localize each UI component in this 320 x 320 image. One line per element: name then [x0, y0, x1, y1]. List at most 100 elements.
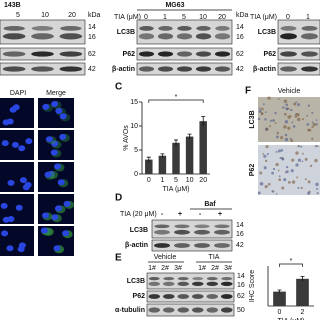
stain [295, 112, 298, 116]
kda-marker: 16 [88, 34, 96, 41]
stain [297, 186, 300, 189]
nucleus [25, 138, 33, 145]
stain [295, 151, 299, 155]
band [31, 33, 54, 40]
error-bar [300, 276, 305, 282]
protein-label: α-tubulin [115, 307, 145, 314]
y-tick-label: 0 [134, 171, 138, 178]
band [194, 229, 210, 235]
significance-bracket [279, 263, 303, 267]
band [195, 33, 212, 40]
bar [185, 136, 194, 174]
stain [315, 182, 319, 187]
x-tick-label: 1 [160, 177, 164, 184]
band [214, 243, 230, 248]
x-tick-label: 0 [147, 177, 151, 184]
stain [277, 149, 281, 153]
stain [291, 180, 296, 184]
nucleus [53, 245, 61, 252]
band [163, 277, 175, 281]
band [301, 33, 318, 40]
row-label: P62 [249, 164, 256, 177]
nucleus [63, 200, 71, 207]
stain [290, 139, 294, 143]
kda-marker: 42 [236, 242, 244, 249]
blot [0, 19, 86, 45]
stain [287, 181, 291, 184]
error-bar [201, 116, 206, 126]
band [206, 281, 219, 286]
band [148, 281, 161, 286]
lane-label: 10 [41, 12, 49, 19]
blot [146, 290, 235, 303]
kda-marker: 42 [236, 66, 244, 73]
stain [285, 103, 289, 107]
stain [314, 158, 318, 163]
stain [315, 119, 318, 121]
y-axis-label: IHC Score [249, 270, 256, 302]
band [214, 33, 231, 40]
band [31, 26, 54, 31]
sample-label: 2# [211, 265, 219, 272]
band [220, 281, 233, 286]
stain [304, 178, 307, 181]
band [280, 26, 297, 31]
protein-label: P62 [123, 51, 136, 58]
kda-marker: 42 [88, 66, 96, 73]
stain [293, 102, 297, 106]
lane-label: 1 [306, 14, 310, 21]
bar [145, 159, 153, 174]
band [206, 294, 219, 299]
band [157, 33, 174, 40]
lane-label: 5 [16, 12, 20, 19]
stain [284, 137, 289, 142]
protein-label: LC3B [117, 29, 135, 36]
stain [308, 128, 312, 132]
band [195, 66, 212, 72]
band [301, 66, 318, 72]
nucleus [50, 149, 58, 156]
band [191, 281, 204, 286]
blot [277, 19, 320, 45]
stain [296, 176, 299, 179]
band [194, 243, 210, 248]
stain [311, 125, 314, 129]
stain [294, 115, 298, 118]
lane-label: - [199, 211, 202, 218]
band [138, 66, 155, 72]
stain [283, 99, 288, 104]
stain [316, 192, 319, 195]
nucleus [7, 179, 15, 186]
band [220, 294, 233, 299]
x-axis-label: TIA (μM) [163, 186, 190, 193]
band [59, 33, 83, 40]
nucleus [17, 246, 25, 253]
band [157, 51, 174, 57]
stain [311, 137, 314, 140]
kda: kDa [88, 12, 101, 19]
band [301, 51, 318, 57]
significance: * [175, 94, 178, 101]
kda-marker: 62 [88, 51, 96, 58]
stain [314, 144, 318, 148]
group-label: Vehicle [154, 254, 177, 261]
stain [295, 163, 299, 167]
kda-marker: 16 [236, 231, 244, 238]
dose-label: TIA (μM) [250, 14, 277, 21]
stain [306, 114, 309, 117]
band [148, 307, 161, 313]
band [157, 66, 174, 72]
stain [265, 145, 269, 149]
band [191, 294, 204, 299]
stain [269, 119, 273, 122]
stain [291, 158, 295, 162]
nucleus [59, 113, 67, 120]
cell-line: 143B [4, 2, 21, 9]
band [280, 66, 297, 72]
stain [307, 180, 311, 184]
bar [296, 278, 309, 306]
stain [312, 123, 316, 127]
stain [280, 136, 284, 140]
band [214, 66, 231, 72]
